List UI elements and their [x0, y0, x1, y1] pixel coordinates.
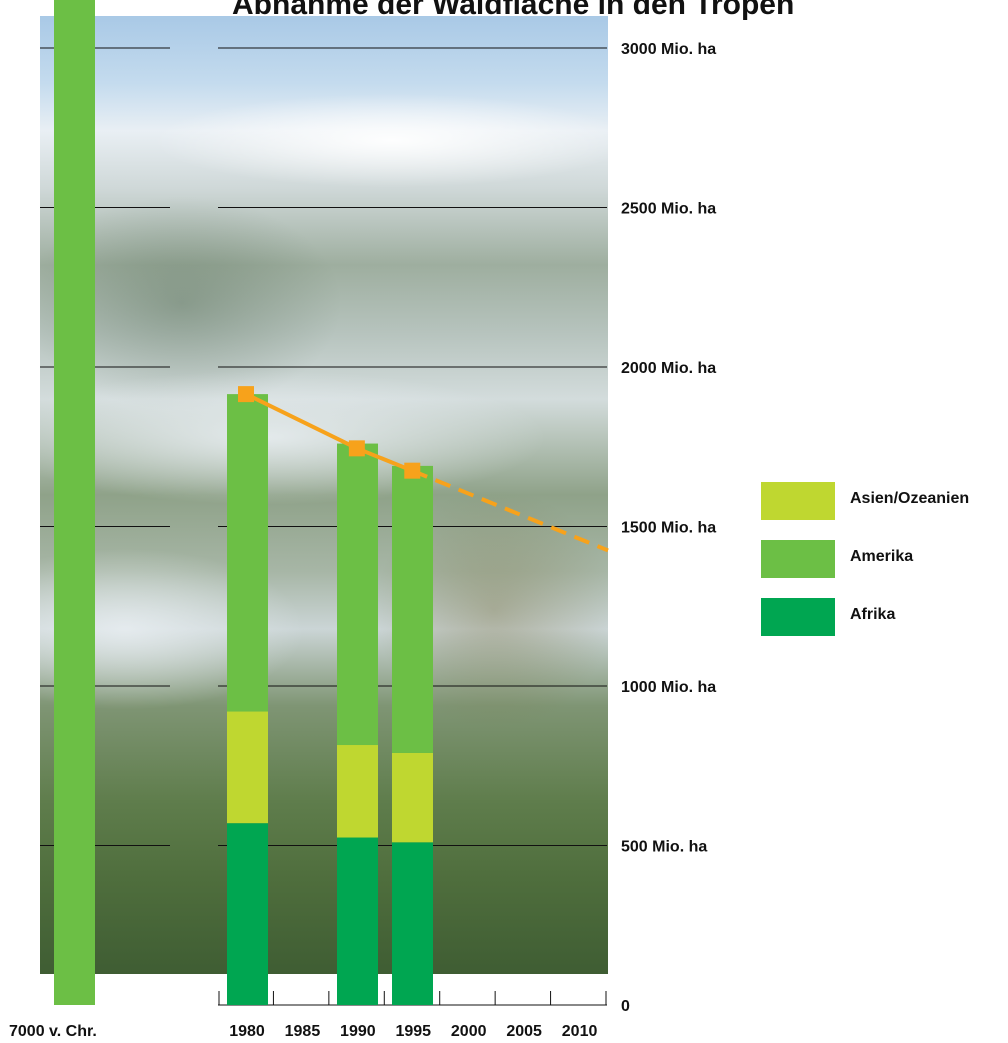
y-tick-label-2500: 2500 Mio. ha: [621, 201, 716, 218]
x-tick-label-2000: 2000: [451, 1023, 487, 1040]
legend-label-asien-ozeanien: Asien/Ozeanien: [850, 490, 970, 507]
x-tick-label-2010: 2010: [562, 1023, 598, 1040]
trend-marker-1980: [238, 386, 254, 403]
bar-1990-asien-ozeanien: [337, 745, 378, 838]
x-tick-label-1980: 1980: [229, 1023, 265, 1040]
legend-swatch-asien-ozeanien: [761, 482, 835, 520]
trend-line: [245, 392, 414, 473]
x-tick-label-2005: 2005: [506, 1023, 542, 1040]
legend-swatch-amerika: [761, 540, 835, 578]
bar-1980-asien-ozeanien: [227, 711, 268, 824]
y-tick-label-1500: 1500 Mio. ha: [621, 520, 716, 537]
bar-1980-amerika: [227, 394, 268, 712]
bar-1990-amerika: [337, 443, 378, 746]
trend-line-projection: [411, 468, 609, 553]
y-tick-label-500: 500 Mio. ha: [621, 839, 707, 856]
rainforest-background-photo: [40, 16, 608, 974]
bar-1980-afrika: [227, 823, 268, 1005]
y-tick-label-2000: 2000 Mio. ha: [621, 360, 716, 377]
x-tick-label-1990: 1990: [340, 1023, 376, 1040]
y-tick-label-3000: 3000 Mio. ha: [621, 41, 716, 58]
chart-title: Abnahme der Waldfläche in den Tropen: [232, 0, 795, 21]
bar-7000-bc-amerika: [54, 0, 95, 1005]
x-tick-label-1995: 1995: [395, 1023, 431, 1040]
bar-1990-afrika: [337, 837, 378, 1005]
legend-label-amerika: Amerika: [850, 548, 914, 565]
y-tick-label-1000: 1000 Mio. ha: [621, 679, 716, 696]
trend-marker-1995: [404, 462, 421, 479]
bar-1995-afrika: [392, 842, 433, 1005]
trend-marker-1990: [348, 440, 365, 457]
legend-label-afrika: Afrika: [850, 606, 896, 623]
bar-1995-amerika: [392, 465, 433, 753]
legend-swatch-afrika: [761, 598, 835, 636]
x-tick-label-1985: 1985: [285, 1023, 321, 1040]
bar-1995-asien-ozeanien: [392, 752, 433, 843]
y-tick-label-0: 0: [621, 998, 630, 1015]
x-tick-label-7000-bc: 7000 v. Chr.: [9, 1023, 97, 1040]
